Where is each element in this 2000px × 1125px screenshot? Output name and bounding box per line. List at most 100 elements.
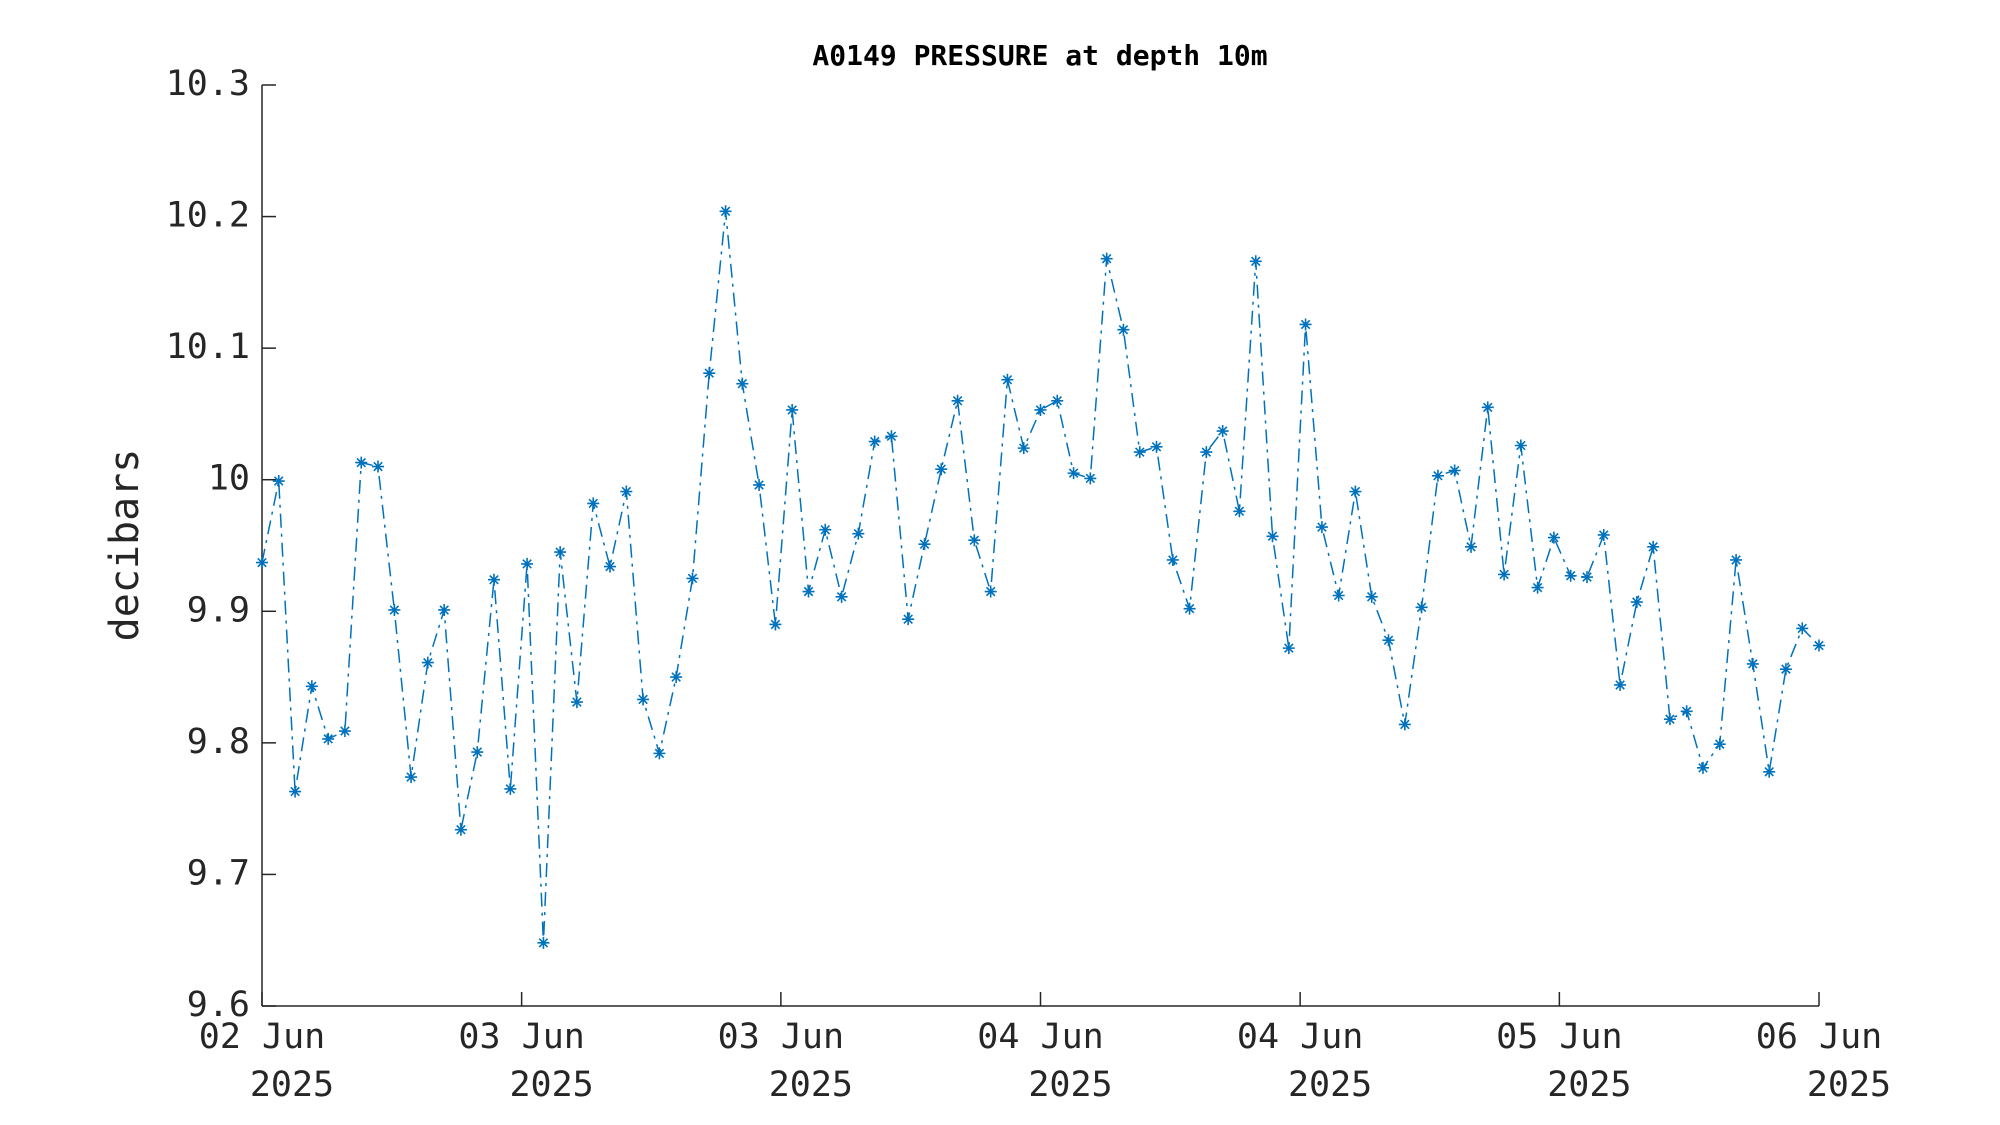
data-point [984,585,997,598]
data-point [587,497,600,510]
data-point [868,435,881,448]
data-point [289,785,302,798]
x-tick-label: 2025 [769,1065,853,1105]
data-point [1415,601,1428,614]
data-point [1051,394,1064,407]
data-point [1697,761,1709,774]
data-point [1779,663,1792,676]
data-point [1663,713,1676,726]
data-point [1084,472,1097,485]
data-point [1514,439,1527,452]
data-point [1597,528,1610,541]
x-tick-label: 04 Jun [977,1017,1103,1057]
y-tick-label: 10 [208,459,250,499]
data-point [1365,590,1378,603]
data-point [272,475,285,488]
data-point [1614,678,1627,691]
x-tick-label: 06 Jun [1756,1017,1882,1057]
data-point [1746,657,1759,670]
data-point [1630,596,1643,609]
x-tick-label: 2025 [1807,1065,1891,1105]
data-point [1431,469,1444,482]
data-point [653,747,666,760]
data-point [388,603,401,616]
data-point [454,823,467,836]
x-tick-label: 04 Jun [1237,1017,1363,1057]
data-point [1200,446,1213,459]
data-point [1034,403,1047,416]
x-tick-label: 2025 [1288,1065,1372,1105]
data-point [1166,553,1179,566]
y-tick-label: 10.1 [166,327,250,367]
data-point [802,585,815,598]
data-point [1498,568,1511,581]
data-point [1531,581,1544,594]
x-tick-label: 2025 [250,1065,334,1105]
data-point [1730,553,1743,566]
data-point [786,403,799,416]
data-point [902,613,915,626]
data-point [1713,738,1726,751]
data-point [918,538,931,551]
x-tick-label: 2025 [1028,1065,1112,1105]
y-tick-label: 9.9 [187,590,250,630]
data-point [1763,765,1776,778]
data-point [371,460,384,473]
data-point [487,573,500,586]
data-point [1183,602,1196,615]
data-point [736,377,749,390]
x-tick-label: 03 Jun [458,1017,584,1057]
chart-title: A0149 PRESSURE at depth 10m [812,39,1267,72]
y-tick-label: 9.7 [187,853,250,893]
data-point [935,463,948,476]
data-point [603,560,616,573]
data-point [769,618,782,631]
data-point [355,456,368,469]
data-point [1564,569,1577,582]
data-point [703,367,716,380]
y-tick-label: 9.8 [187,722,250,762]
data-point [1117,323,1130,336]
data-point [753,478,766,491]
data-point [686,572,699,585]
data-point [438,603,451,616]
data-point [521,557,534,570]
data-point [1100,252,1113,265]
data-point [852,527,865,540]
series-line [261,211,1820,943]
x-tick-label: 05 Jun [1496,1017,1622,1057]
data-point [1282,642,1295,655]
data-point [819,523,832,536]
x-tick-label: 2025 [1547,1065,1631,1105]
data-point [719,205,732,218]
y-tick-label: 10.2 [166,196,250,236]
data-point [1266,530,1279,543]
data-point [471,746,484,759]
data-point [620,485,633,498]
data-point [1067,467,1080,480]
data-point [537,936,550,949]
data-point [338,725,351,738]
data-point [1216,425,1229,438]
data-point [1398,718,1411,731]
y-tick-label: 9.6 [187,985,250,1025]
data-point [1150,440,1163,453]
data-point [305,680,318,693]
x-tick-label: 02 Jun [199,1017,325,1057]
data-point [1001,373,1014,386]
data-point [554,546,567,559]
data-point [1249,255,1262,268]
data-point [1349,485,1362,498]
x-tick-label: 03 Jun [718,1017,844,1057]
data-point [1796,622,1809,635]
y-tick-label: 10.3 [166,64,250,104]
data-point [405,771,418,784]
data-point [1647,540,1660,553]
data-point [1465,540,1478,553]
x-tick-label: 2025 [509,1065,593,1105]
data-point [322,732,335,745]
data-point [1382,634,1395,647]
data-point [421,656,434,669]
data-point [637,693,650,706]
